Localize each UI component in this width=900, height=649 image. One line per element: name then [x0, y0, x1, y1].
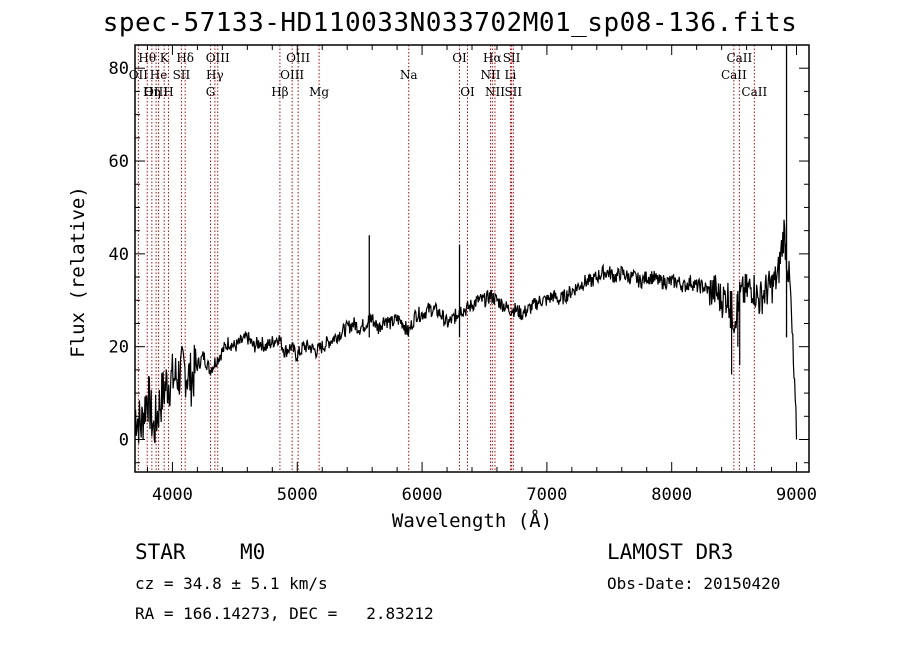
x-tick-label: 6000 — [402, 485, 443, 505]
y-tick-label: 20 — [109, 338, 129, 358]
line-marker-label: Hβ — [271, 85, 288, 99]
line-marker-label: Na — [400, 68, 418, 82]
object-subclass: M0 — [240, 540, 266, 564]
line-markers — [137, 45, 755, 472]
line-marker-label: OI — [460, 85, 475, 99]
redshift-info: cz = 34.8 ± 5.1 km/s — [135, 574, 328, 593]
y-tick-label: 60 — [109, 152, 129, 172]
line-marker-label: SII — [173, 68, 191, 82]
line-marker-label: Hα — [483, 51, 502, 65]
line-marker-label: OIII — [280, 68, 304, 82]
line-marker-label: Hγ — [206, 68, 224, 82]
chart-title: spec-57133-HD110033N033702M01_sp08-136.f… — [102, 8, 798, 38]
coordinates: RA = 166.14273, DEC = 2.83212 — [135, 604, 434, 623]
obs-date: Obs-Date: 20150420 — [607, 574, 781, 593]
line-marker-label: He — [150, 68, 168, 82]
object-class: STAR — [135, 540, 186, 564]
line-marker-label: K — [160, 51, 170, 65]
line-marker-label: OI — [452, 51, 467, 65]
survey-name: LAMOST DR3 — [607, 540, 734, 564]
x-tick-label: 7000 — [526, 485, 567, 505]
line-marker-label: OIII — [144, 85, 168, 99]
x-tick-label: 4000 — [152, 485, 193, 505]
line-marker-label: OIII — [206, 51, 230, 65]
line-marker-label: G — [206, 85, 216, 99]
line-marker-label: NII — [485, 85, 505, 99]
line-marker-label: CaII — [726, 51, 752, 65]
x-tick-label: 5000 — [277, 485, 318, 505]
line-marker-label: H — [163, 85, 173, 99]
y-axis-ticks: 0 20 40 60 80 — [109, 44, 809, 464]
flux-series-line — [134, 219, 798, 444]
y-axis-label: Flux (relative) — [67, 186, 89, 358]
line-marker-label: SII — [503, 51, 521, 65]
line-marker-label: OIII — [286, 51, 310, 65]
line-marker-label: CaII — [741, 85, 767, 99]
x-axis-label: Wavelength (Å) — [391, 510, 553, 532]
emission-spikes — [368, 45, 788, 375]
line-marker-label: Hδ — [176, 51, 194, 65]
y-tick-label: 80 — [109, 59, 129, 79]
y-tick-label: 40 — [109, 245, 129, 265]
line-marker-label: Li — [505, 68, 517, 82]
line-marker-label: SII — [504, 85, 522, 99]
line-marker-label: OII — [129, 68, 149, 82]
x-tick-label: 8000 — [651, 485, 692, 505]
x-axis-ticks: 4000 5000 6000 7000 8000 9000 — [146, 45, 817, 505]
line-marker-label: Hθ — [138, 51, 156, 65]
line-marker-label: CaII — [721, 68, 747, 82]
plot-frame — [134, 44, 810, 473]
y-tick-label: 0 — [119, 431, 129, 451]
line-marker-label: Hη — [143, 85, 161, 99]
x-tick-label: 9000 — [776, 485, 817, 505]
line-marker-label: Mg — [309, 85, 329, 99]
line-marker-label: NII — [480, 68, 500, 82]
